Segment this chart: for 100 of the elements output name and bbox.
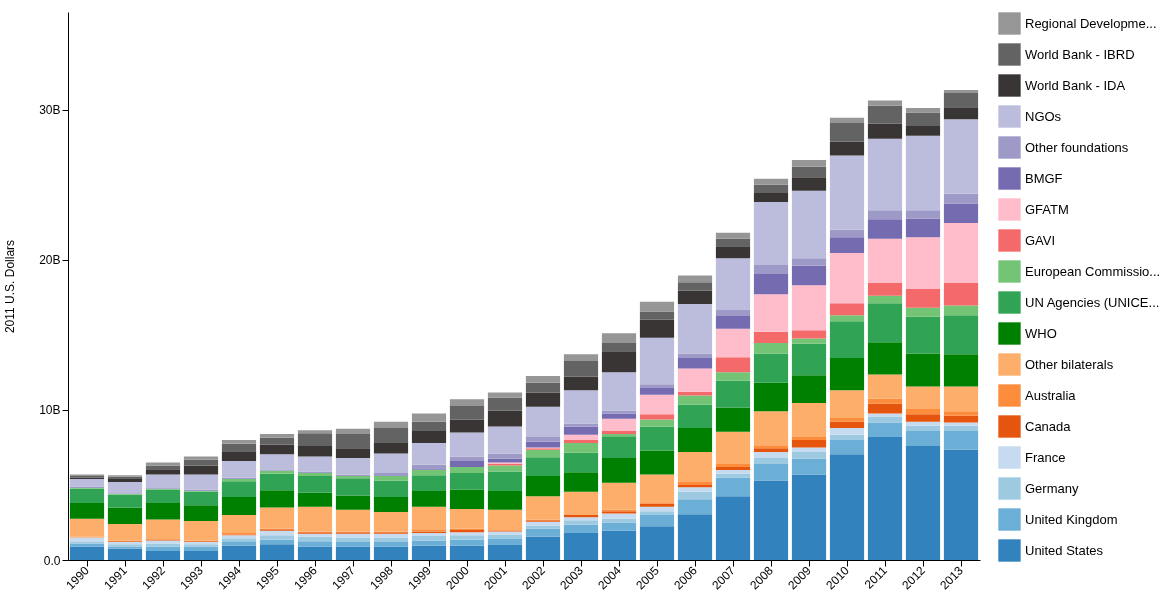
bar <box>677 358 713 369</box>
bar <box>905 237 941 289</box>
bar <box>411 545 447 560</box>
bar <box>943 107 979 120</box>
bar <box>525 528 561 537</box>
legend-label: Other foundations <box>1025 139 1129 155</box>
bar <box>601 343 637 352</box>
bar <box>373 496 409 512</box>
bar <box>525 536 561 560</box>
bar <box>829 252 865 304</box>
bar <box>297 541 333 547</box>
bar <box>943 93 979 108</box>
bar <box>487 509 523 530</box>
bar <box>69 502 105 519</box>
bar <box>335 537 371 542</box>
bar <box>145 519 181 539</box>
bar <box>601 482 637 510</box>
bar <box>335 428 371 434</box>
bar <box>943 119 979 194</box>
bar <box>867 342 903 375</box>
legend-label: UN Agencies (UNICE... <box>1025 294 1160 310</box>
bar <box>905 108 941 113</box>
bar <box>791 166 827 178</box>
bar <box>905 445 941 560</box>
bar <box>791 343 827 376</box>
bar <box>943 193 979 204</box>
legend-label: GFATM <box>1025 201 1069 217</box>
bar <box>867 210 903 220</box>
legend-label: France <box>1025 449 1066 465</box>
bar <box>753 178 789 185</box>
bar <box>145 550 181 560</box>
bar <box>487 410 523 427</box>
bar <box>829 454 865 560</box>
bar <box>943 422 979 426</box>
bar <box>905 210 941 219</box>
bar <box>829 229 865 238</box>
bar <box>753 451 789 458</box>
bar <box>867 303 903 343</box>
bar <box>829 315 865 322</box>
bar <box>183 474 219 490</box>
bar <box>943 203 979 223</box>
bar <box>373 421 409 428</box>
bar <box>791 474 827 560</box>
bar <box>829 155 865 230</box>
bar <box>449 432 485 457</box>
bar <box>69 518 105 537</box>
bar <box>563 520 599 525</box>
bar <box>867 238 903 283</box>
bar <box>221 496 257 515</box>
bar <box>677 304 713 354</box>
bar <box>525 475 561 497</box>
bar <box>107 481 143 494</box>
bar <box>677 395 713 405</box>
bar <box>563 361 599 377</box>
bar <box>829 123 865 142</box>
bar <box>791 403 827 437</box>
legend-label: Canada <box>1025 418 1072 434</box>
bar <box>905 425 941 431</box>
bar <box>145 465 181 470</box>
bar <box>905 316 941 354</box>
bar <box>487 490 523 510</box>
bar <box>487 465 523 472</box>
bar <box>943 305 979 316</box>
bar <box>791 265 827 286</box>
bar <box>259 507 295 529</box>
bar <box>715 477 751 497</box>
bar <box>259 454 295 470</box>
bar <box>677 368 713 392</box>
legend-label: BMGF <box>1025 170 1063 186</box>
bar <box>791 330 827 339</box>
bar <box>905 386 941 410</box>
bar <box>677 275 713 283</box>
bar <box>297 492 333 507</box>
bar <box>639 384 675 389</box>
y-tick-label: 20B <box>39 253 61 268</box>
bar <box>791 447 827 452</box>
bar <box>753 382 789 412</box>
bar <box>563 390 599 424</box>
bar <box>335 478 371 496</box>
bar <box>69 537 105 542</box>
bar <box>905 414 941 422</box>
bar <box>259 473 295 491</box>
bar <box>715 431 751 464</box>
bar <box>449 466 485 473</box>
bar <box>221 541 257 546</box>
bar <box>791 458 827 475</box>
bar <box>753 463 789 481</box>
bar <box>69 478 105 487</box>
bar <box>639 311 675 320</box>
bar <box>221 439 257 444</box>
bar <box>145 546 181 551</box>
bar <box>297 546 333 560</box>
bar <box>943 449 979 560</box>
bar <box>411 464 447 470</box>
bar <box>943 222 979 283</box>
legend-label: United Kingdom <box>1025 511 1118 527</box>
bar <box>867 398 903 404</box>
bar <box>449 419 485 433</box>
bar <box>449 460 485 467</box>
bar <box>69 546 105 560</box>
